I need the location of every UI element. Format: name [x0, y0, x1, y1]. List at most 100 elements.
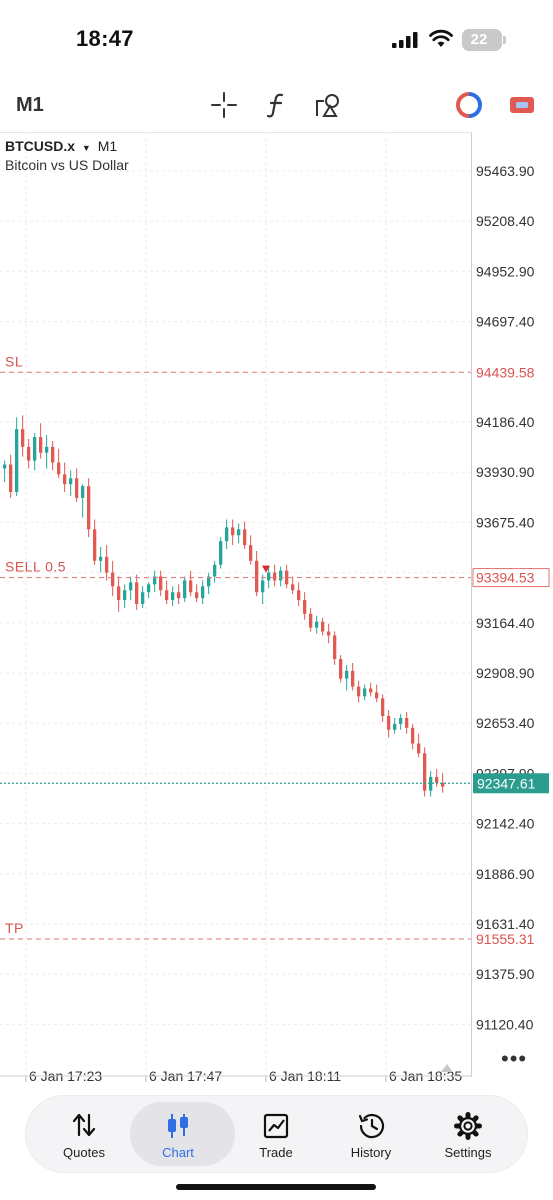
candle-body [219, 541, 223, 565]
candle-body [423, 753, 427, 791]
account-switch-icon[interactable] [505, 88, 539, 122]
candle-body [129, 582, 133, 591]
nav-label: Chart [162, 1145, 194, 1160]
candle-body [243, 529, 247, 546]
candle-body [333, 635, 337, 660]
candle-body [213, 564, 217, 577]
candle-body [429, 776, 433, 791]
candle-body [39, 437, 43, 453]
candles-icon [168, 1114, 188, 1138]
candle-body [387, 716, 391, 730]
candle-body [375, 692, 379, 699]
candle-body [411, 727, 415, 744]
candle-body [33, 437, 37, 461]
candle-body [63, 474, 67, 485]
price-tick-label: 92908.90 [476, 665, 535, 681]
candle-body [297, 590, 301, 601]
history-clock-icon [358, 1113, 385, 1139]
candle-body [111, 572, 115, 587]
bid-price-box [473, 773, 549, 794]
bottom-nav: Quotes Chart Trade History [26, 1096, 527, 1172]
candle-body [135, 582, 139, 605]
order-price-label: 91555.31 [476, 931, 535, 947]
candle-body [327, 631, 331, 636]
candle-body [183, 580, 187, 599]
nav-history[interactable]: History [321, 1096, 421, 1172]
candle-body [381, 698, 385, 717]
nav-quotes[interactable]: Quotes [34, 1096, 134, 1172]
symbol-line: BTCUSD.x ▼ M1 [5, 138, 117, 154]
indicator-f-icon[interactable] [259, 88, 293, 122]
order-price-box [473, 363, 549, 382]
candle-body [93, 529, 97, 561]
price-tick-label: 93675.40 [476, 514, 535, 530]
battery-level: 22 [470, 31, 488, 48]
price-tick-label: 95208.40 [476, 213, 535, 229]
candle-body [123, 590, 127, 601]
status-time: 18:47 [76, 26, 134, 51]
drawing-objects-icon[interactable] [312, 88, 346, 122]
candle-body [21, 429, 25, 447]
quotes-arrows-icon [72, 1113, 96, 1137]
candle-body [201, 586, 205, 599]
price-tick-label: 92653.40 [476, 715, 535, 731]
candle-body [249, 545, 253, 561]
symbol-dropdown-icon[interactable]: ▼ [81, 143, 91, 153]
bid-price-label: 92347.61 [477, 775, 536, 791]
wifi-icon [429, 29, 453, 47]
candle-body [255, 560, 259, 593]
nav-label: Trade [259, 1145, 293, 1160]
candle-body [189, 580, 193, 593]
price-tick-label: 95463.90 [476, 163, 535, 179]
price-tick-label: 91631.40 [476, 916, 535, 932]
nav-label: Quotes [63, 1145, 105, 1160]
candle-body [339, 659, 343, 679]
candle-body [231, 527, 235, 536]
trade-circle-icon[interactable] [452, 88, 486, 122]
candle-body [363, 688, 367, 697]
nav-trade[interactable]: Trade [226, 1096, 326, 1172]
timeframe-button[interactable]: M1 [16, 94, 44, 116]
candle-body [195, 592, 199, 599]
crosshair-icon[interactable] [207, 88, 241, 122]
home-indicator [176, 1184, 376, 1190]
candle-body [141, 592, 145, 605]
candle-body [15, 429, 19, 493]
scroll-end-icon [441, 1064, 453, 1072]
candle-body [435, 776, 439, 783]
more-options-icon[interactable]: ••• [501, 1046, 528, 1071]
order-price-box [473, 929, 549, 948]
order-price-label: 93394.53 [476, 570, 535, 586]
candle-body [351, 670, 355, 687]
symbol-description: Bitcoin vs US Dollar [5, 157, 129, 173]
chart-area[interactable] [0, 132, 472, 1076]
candle-body [345, 670, 349, 679]
candle-body [9, 464, 13, 493]
nav-chart[interactable]: Chart [128, 1096, 235, 1172]
candle-body [3, 464, 7, 469]
candle-body [159, 576, 163, 591]
nav-label: Settings [444, 1145, 492, 1160]
candle-body [285, 570, 289, 585]
candle-body [45, 446, 49, 453]
candle-body [309, 613, 313, 628]
candle-body [321, 621, 325, 632]
candle-body [291, 584, 295, 591]
candle-body [273, 572, 277, 581]
candle-body [279, 570, 283, 581]
symbol-timeframe: M1 [97, 138, 118, 154]
trade-chart-icon [263, 1113, 289, 1139]
candle-body [75, 478, 79, 498]
price-tick-label: 94186.40 [476, 414, 535, 430]
order-line-label: TP [5, 920, 24, 936]
candle-body [177, 592, 181, 599]
price-tick-label: 94952.90 [476, 263, 535, 279]
candle-body [171, 592, 175, 601]
candle-body [57, 462, 61, 475]
order-line-label: SELL 0.5 [5, 559, 66, 575]
price-chart[interactable]: 95463.90 95208.40 94952.90 94697.40 94186.40… [0, 132, 553, 1098]
candle-body [105, 556, 109, 573]
sell-arrow-icon [262, 565, 270, 573]
candle-body [69, 478, 73, 485]
nav-settings[interactable]: Settings [418, 1096, 518, 1172]
